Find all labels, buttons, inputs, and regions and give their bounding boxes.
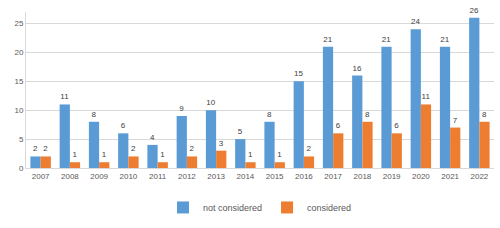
svg-text:2009: 2009 (90, 172, 108, 181)
svg-text:2015: 2015 (266, 172, 284, 181)
svg-text:15: 15 (294, 69, 303, 78)
svg-text:5: 5 (19, 135, 24, 144)
svg-text:2010: 2010 (119, 172, 137, 181)
svg-text:6: 6 (121, 121, 126, 130)
svg-text:2008: 2008 (61, 172, 79, 181)
svg-text:26: 26 (470, 6, 479, 15)
svg-text:2016: 2016 (295, 172, 313, 181)
svg-text:2021: 2021 (441, 172, 459, 181)
svg-text:7: 7 (453, 116, 458, 125)
svg-text:9: 9 (179, 104, 184, 113)
svg-text:2: 2 (131, 144, 136, 153)
svg-text:1: 1 (102, 150, 107, 159)
svg-text:1: 1 (248, 150, 253, 159)
svg-text:2018: 2018 (353, 172, 371, 181)
svg-text:2: 2 (189, 144, 194, 153)
svg-text:21: 21 (323, 35, 332, 44)
svg-text:20: 20 (14, 48, 23, 57)
svg-text:2017: 2017 (324, 172, 342, 181)
svg-text:25: 25 (14, 19, 23, 28)
svg-text:21: 21 (440, 35, 449, 44)
svg-text:not considered: not considered (203, 203, 262, 213)
svg-text:10: 10 (206, 98, 215, 107)
svg-text:6: 6 (336, 121, 341, 130)
svg-text:1: 1 (160, 150, 165, 159)
svg-text:2011: 2011 (149, 172, 167, 181)
svg-text:15: 15 (14, 77, 23, 86)
svg-text:11: 11 (422, 92, 431, 101)
svg-text:considered: considered (307, 203, 351, 213)
svg-text:11: 11 (60, 92, 69, 101)
svg-text:21: 21 (382, 35, 391, 44)
svg-text:3: 3 (219, 139, 224, 148)
svg-text:2007: 2007 (32, 172, 50, 181)
svg-text:8: 8 (92, 110, 97, 119)
svg-text:2: 2 (306, 144, 311, 153)
svg-text:1: 1 (277, 150, 282, 159)
svg-text:4: 4 (150, 133, 155, 142)
svg-text:24: 24 (411, 17, 420, 26)
svg-text:2012: 2012 (178, 172, 196, 181)
svg-text:2019: 2019 (383, 172, 401, 181)
svg-text:1: 1 (72, 150, 77, 159)
svg-text:2014: 2014 (236, 172, 254, 181)
svg-text:10: 10 (14, 106, 23, 115)
svg-text:0: 0 (19, 164, 24, 173)
svg-text:8: 8 (267, 110, 272, 119)
svg-text:8: 8 (365, 110, 370, 119)
svg-text:2022: 2022 (470, 172, 488, 181)
svg-text:5: 5 (238, 127, 243, 136)
svg-text:2: 2 (33, 144, 38, 153)
svg-text:16: 16 (353, 64, 362, 73)
svg-text:2020: 2020 (412, 172, 430, 181)
svg-text:2: 2 (43, 144, 48, 153)
svg-text:2013: 2013 (207, 172, 225, 181)
svg-text:8: 8 (482, 110, 487, 119)
svg-text:6: 6 (394, 121, 399, 130)
